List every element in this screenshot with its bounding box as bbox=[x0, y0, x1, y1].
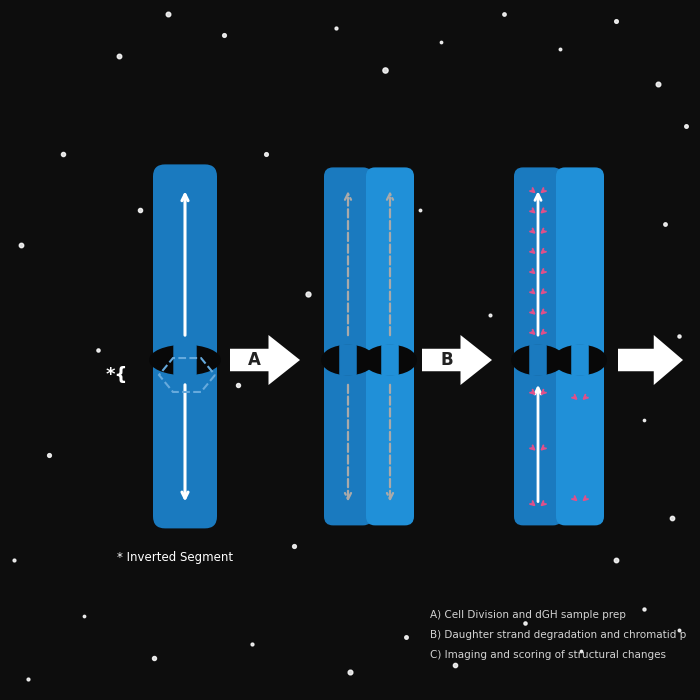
Text: * Inverted Segment: * Inverted Segment bbox=[117, 552, 233, 564]
Ellipse shape bbox=[149, 344, 221, 375]
Ellipse shape bbox=[363, 344, 417, 375]
FancyBboxPatch shape bbox=[324, 351, 372, 526]
Ellipse shape bbox=[553, 344, 607, 375]
Text: B) Daughter strand degradation and chromatid p: B) Daughter strand degradation and chrom… bbox=[430, 630, 686, 640]
FancyBboxPatch shape bbox=[556, 167, 604, 369]
FancyBboxPatch shape bbox=[366, 351, 414, 526]
FancyBboxPatch shape bbox=[571, 344, 589, 376]
FancyBboxPatch shape bbox=[529, 344, 547, 376]
FancyBboxPatch shape bbox=[556, 351, 604, 526]
FancyBboxPatch shape bbox=[514, 167, 562, 369]
FancyArrow shape bbox=[422, 335, 492, 385]
Text: *{: *{ bbox=[106, 366, 128, 384]
Text: B: B bbox=[440, 351, 453, 369]
FancyBboxPatch shape bbox=[153, 348, 217, 528]
FancyArrow shape bbox=[230, 335, 300, 385]
FancyBboxPatch shape bbox=[174, 344, 197, 377]
Ellipse shape bbox=[321, 344, 375, 375]
FancyArrow shape bbox=[618, 335, 683, 385]
FancyBboxPatch shape bbox=[340, 344, 357, 376]
FancyBboxPatch shape bbox=[366, 167, 414, 369]
FancyBboxPatch shape bbox=[514, 351, 562, 526]
Text: A: A bbox=[248, 351, 261, 369]
Text: C) Imaging and scoring of structural changes: C) Imaging and scoring of structural cha… bbox=[430, 650, 666, 660]
Text: A) Cell Division and dGH sample prep: A) Cell Division and dGH sample prep bbox=[430, 610, 626, 620]
Ellipse shape bbox=[511, 344, 565, 375]
FancyBboxPatch shape bbox=[153, 164, 217, 372]
FancyBboxPatch shape bbox=[324, 167, 372, 369]
FancyBboxPatch shape bbox=[382, 344, 399, 376]
